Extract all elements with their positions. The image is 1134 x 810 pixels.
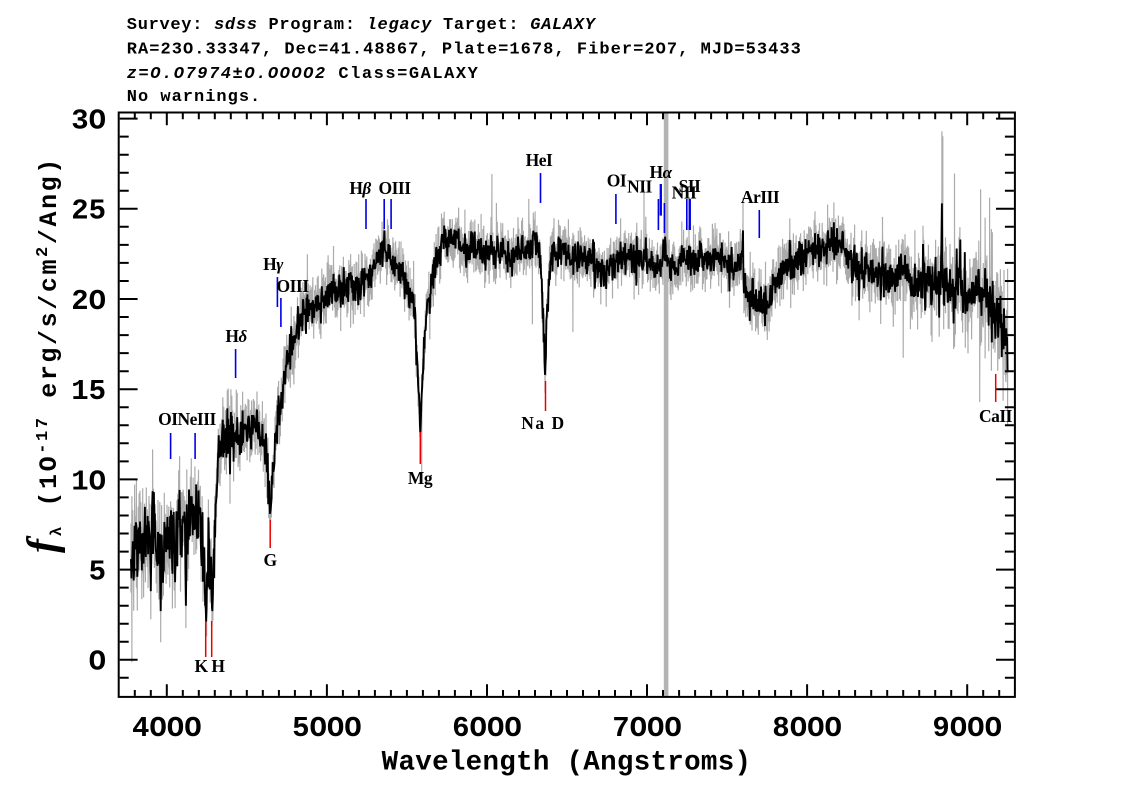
svg-text:9OOO: 9OOO [932, 712, 1002, 745]
svg-text:z=O.O7974±O.OOOO2 Class=GALAXY: z=O.O7974±O.OOOO2 Class=GALAXY [127, 65, 480, 84]
svg-text:O: O [89, 646, 106, 679]
svg-text:5OOO: 5OOO [292, 712, 362, 745]
svg-text:6OOO: 6OOO [452, 712, 522, 745]
svg-text:4OOO: 4OOO [132, 712, 202, 745]
svg-text:Na D: Na D [521, 413, 565, 433]
svg-text:No warnings.: No warnings. [127, 88, 261, 107]
svg-text:7OOO: 7OOO [612, 712, 682, 745]
svg-text:SII: SII [679, 176, 702, 196]
svg-text:HeI: HeI [526, 150, 553, 170]
svg-text:5: 5 [89, 556, 106, 589]
svg-text:OIII: OIII [378, 178, 411, 198]
svg-text:2O: 2O [71, 285, 106, 318]
svg-text:8OOO: 8OOO [772, 712, 842, 745]
svg-text:Mg: Mg [408, 468, 433, 488]
svg-text:Hα: Hα [649, 162, 672, 182]
svg-text:Hβ: Hβ [349, 178, 371, 198]
svg-text:ArIII: ArIII [741, 187, 780, 207]
svg-text:Survey: sdss Program: legacy T: Survey: sdss Program: legacy Target: GAL… [127, 16, 597, 35]
svg-text:15: 15 [71, 375, 106, 408]
svg-text:Wavelength (Angstroms): Wavelength (Angstroms) [382, 748, 752, 779]
svg-text:NII: NII [672, 182, 697, 202]
svg-text:NII: NII [627, 177, 652, 197]
svg-text:25: 25 [71, 195, 106, 228]
svg-text:1O: 1O [71, 465, 106, 498]
svg-text:OI: OI [607, 171, 627, 191]
svg-text:3O: 3O [71, 105, 106, 138]
svg-text:G: G [263, 550, 277, 570]
svg-text:OINeIII: OINeIII [158, 409, 216, 429]
svg-text:OIII: OIII [276, 276, 309, 296]
svg-text:Hγ: Hγ [263, 254, 284, 274]
svg-text:RA=23O.33347, Dec=41.48867, Pl: RA=23O.33347, Dec=41.48867, Plate=1678, … [127, 41, 802, 60]
svg-text:CaII: CaII [979, 406, 1013, 426]
svg-text:fλ (1O-17 erg/s/cm2/Ang): fλ (1O-17 erg/s/cm2/Ang) [20, 156, 66, 553]
svg-text:Hδ: Hδ [225, 326, 247, 346]
svg-text:K H: K H [194, 656, 225, 676]
